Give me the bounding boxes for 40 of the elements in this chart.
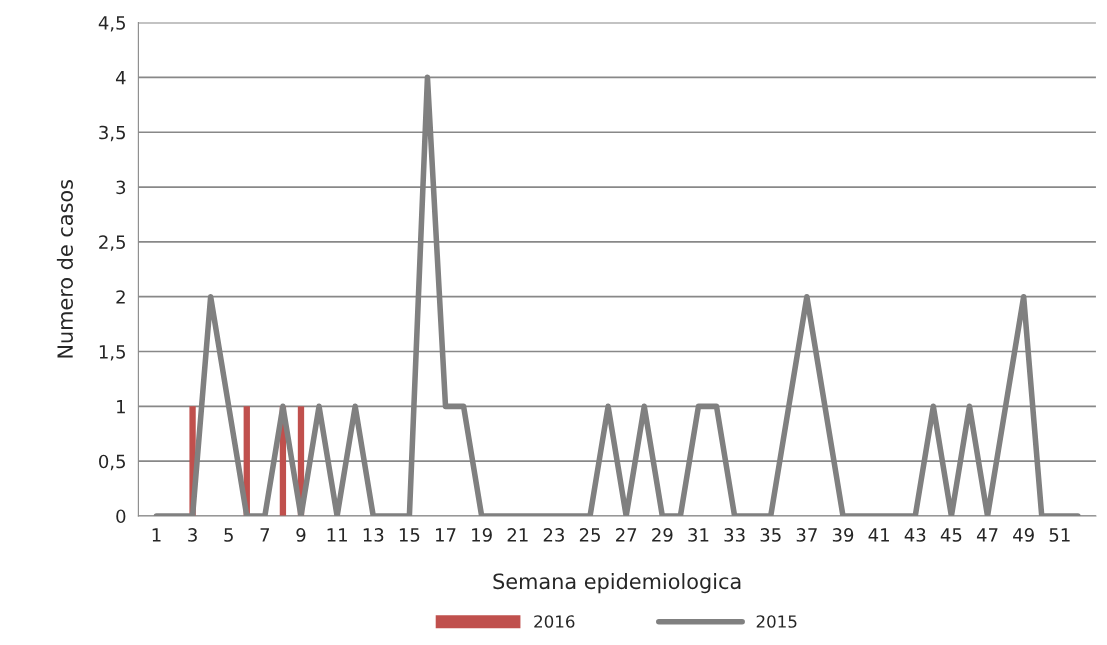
x-axis-title: Semana epidemiologica — [493, 573, 741, 594]
y-tick-label: 1 — [117, 400, 125, 414]
y-tick-label: 1,5 — [99, 345, 125, 361]
x-tick-label: 41 — [868, 528, 889, 542]
x-tick-label: 9 — [296, 528, 306, 542]
x-tick-label: 37 — [796, 528, 817, 542]
x-tick-label: 49 — [1013, 528, 1034, 542]
y-axis-title: Numero de casos — [56, 179, 73, 358]
x-tick-label: 3 — [188, 528, 197, 542]
legend-label: 2015 — [756, 615, 797, 628]
x-tick-label: 7 — [260, 528, 270, 542]
x-tick-label: 45 — [940, 528, 962, 542]
x-tick-label: 21 — [507, 528, 528, 542]
x-tick-label: 33 — [724, 528, 745, 542]
x-tick-label: 51 — [1049, 528, 1070, 542]
x-tick-label: 1 — [152, 528, 161, 542]
x-tick-label: 43 — [904, 528, 926, 542]
x-tick-label: 31 — [688, 528, 709, 542]
x-tick-label: 29 — [652, 528, 673, 542]
x-tick-label: 25 — [579, 528, 600, 542]
y-tick-label: 2 — [116, 290, 125, 304]
y-tick-label: 0 — [116, 509, 126, 524]
y-tick-label: 3 — [116, 180, 126, 195]
x-tick-label: 5 — [224, 528, 233, 542]
legend-label: 2016 — [534, 615, 575, 628]
x-tick-label: 47 — [976, 528, 998, 542]
x-tick-label: 27 — [616, 528, 637, 542]
x-tick-label: 23 — [543, 528, 564, 542]
x-tick-label: 15 — [399, 528, 420, 542]
x-tick-label: 35 — [760, 528, 781, 542]
x-tick-label: 11 — [327, 528, 347, 542]
y-tick-label: 0,5 — [99, 454, 125, 471]
x-tick-label: 19 — [472, 528, 492, 542]
x-tick-label: 17 — [436, 528, 456, 542]
y-tick-label: 4 — [115, 71, 126, 85]
y-tick-label: 2,5 — [99, 235, 125, 251]
x-tick-label: 39 — [832, 528, 854, 542]
y-tick-label: 4,5 — [98, 16, 125, 32]
x-tick-label: 13 — [363, 528, 384, 542]
y-tick-label: 3,5 — [99, 125, 125, 142]
